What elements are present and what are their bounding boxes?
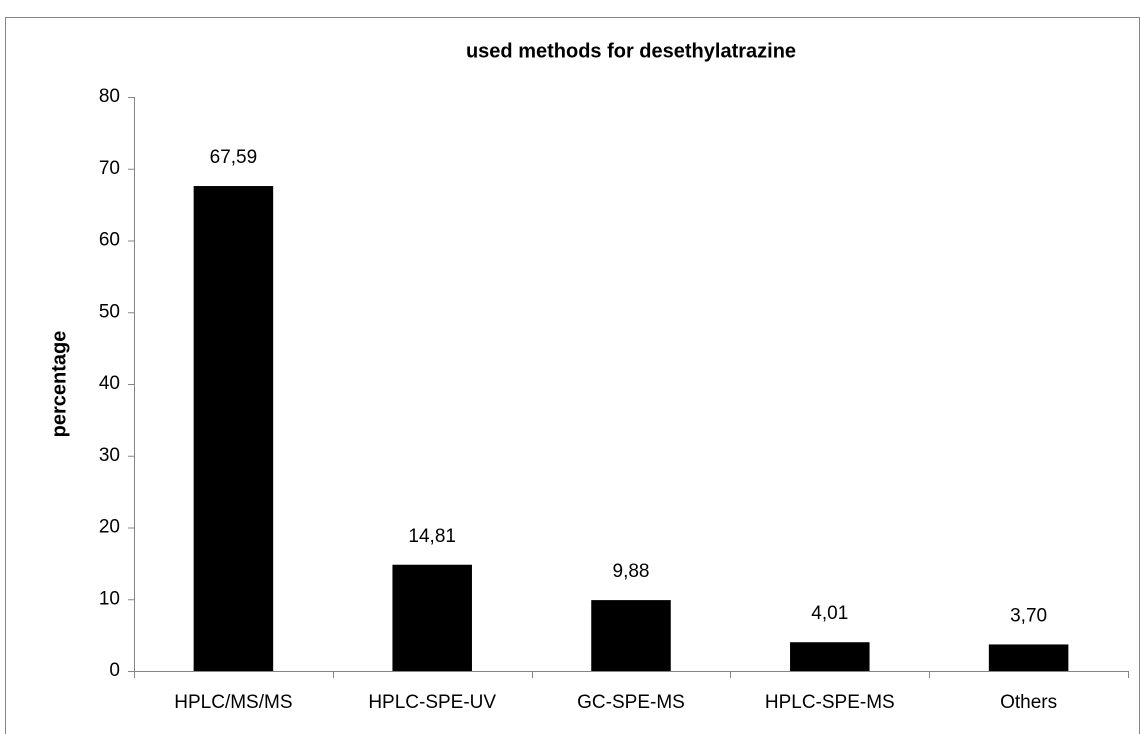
data-label: 4,01	[811, 603, 848, 624]
chart-title: used methods for desethylatrazine	[466, 40, 796, 62]
x-tick-label: GC-SPE-MS	[577, 692, 685, 713]
y-axis-label: percentage	[48, 331, 70, 438]
chart-border	[5, 17, 1140, 734]
data-label: 3,70	[1010, 605, 1047, 626]
bar	[591, 600, 671, 671]
y-tick-label: 40	[99, 373, 120, 394]
bar	[988, 644, 1069, 671]
x-tick-label: HPLC-SPE-UV	[368, 692, 496, 713]
y-tick-label: 20	[99, 517, 120, 538]
y-tick-label: 50	[99, 301, 120, 322]
y-tick-label: 10	[99, 588, 120, 609]
bar	[193, 186, 274, 671]
data-label: 9,88	[613, 561, 650, 582]
x-tick-label: HPLC/MS/MS	[174, 692, 292, 713]
y-tick-label: 30	[99, 445, 120, 466]
y-tick-label: 0	[109, 660, 120, 681]
data-label: 67,59	[210, 147, 258, 168]
bar	[392, 564, 472, 671]
x-tick-label: HPLC-SPE-MS	[765, 692, 895, 713]
y-tick-label: 70	[99, 158, 120, 179]
bar	[790, 642, 870, 671]
y-tick-label: 60	[99, 230, 120, 251]
y-tick-label: 80	[99, 86, 120, 107]
data-label: 14,81	[408, 526, 456, 547]
x-tick-label: Others	[1000, 692, 1057, 713]
